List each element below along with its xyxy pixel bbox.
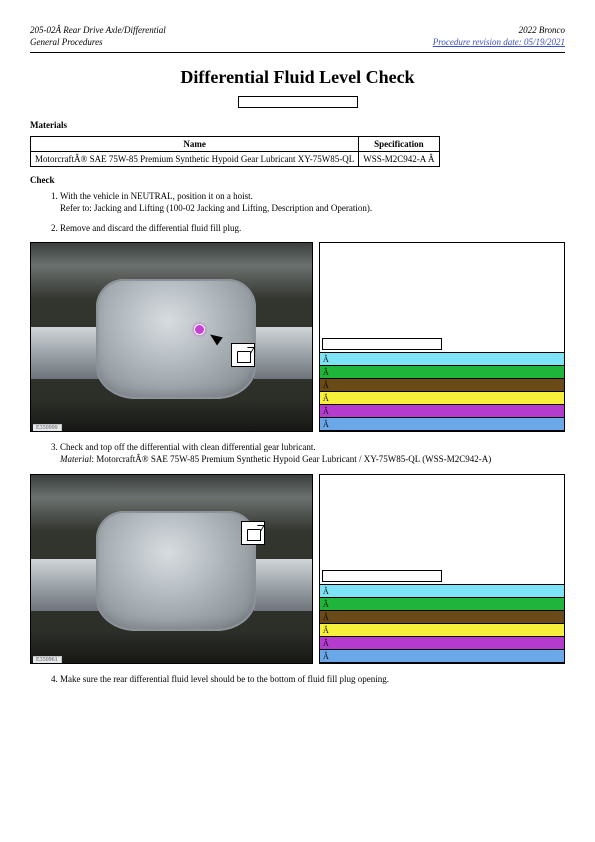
- step-3-material-label: Material: [60, 454, 92, 464]
- revision-date-link[interactable]: Procedure revision date: 05/19/2021: [433, 37, 565, 47]
- differential-housing: [96, 279, 256, 399]
- material-name: MotorcraftÂ® SAE 75W-85 Premium Syntheti…: [31, 152, 359, 167]
- materials-heading: Materials: [30, 120, 565, 130]
- differential-diagram-1: E350999: [30, 242, 313, 432]
- color-stripes: Â Â Â Â Â Â: [320, 352, 564, 431]
- stripe-3: Â: [320, 611, 564, 624]
- shadow: [31, 399, 312, 431]
- axle-left: [31, 559, 103, 611]
- step-2: Remove and discard the differential flui…: [60, 223, 565, 235]
- stripe-2: Â: [320, 598, 564, 611]
- figure-id-1: E350999: [33, 424, 62, 431]
- col-name: Name: [31, 137, 359, 152]
- legend-panel-1: Â Â Â Â Â Â: [319, 242, 565, 432]
- differential-housing: [96, 511, 256, 631]
- figure-row-1: E350999 Â Â Â Â Â Â: [30, 242, 565, 432]
- step-1: With the vehicle in NEUTRAL, position it…: [60, 191, 565, 214]
- stripe-5: Â: [320, 637, 564, 650]
- steps-list-cont: Check and top off the differential with …: [30, 442, 565, 465]
- page-root: 205-02Â Rear Drive Axle/Differential Gen…: [0, 0, 595, 719]
- stripe-5: Â: [320, 405, 564, 418]
- fill-icon: [241, 521, 265, 545]
- axle-right: [254, 559, 312, 611]
- legend-panel-2: Â Â Â Â Â Â: [319, 474, 565, 664]
- header-section-id: 205-02Â Rear Drive Axle/Differential: [30, 25, 166, 37]
- material-spec: WSS-M2C942-A Â: [359, 152, 439, 167]
- differential-diagram-2: E350961: [30, 474, 313, 664]
- steps-list-cont2: Make sure the rear differential fluid le…: [30, 674, 565, 686]
- color-stripes: Â Â Â Â Â Â: [320, 584, 564, 663]
- stripe-1: Â: [320, 585, 564, 598]
- axle-right: [254, 327, 312, 379]
- step-1-text: With the vehicle in NEUTRAL, position it…: [60, 191, 253, 201]
- materials-table: Name Specification MotorcraftÂ® SAE 75W-…: [30, 136, 440, 167]
- step-3-material-rest: : MotorcraftÂ® SAE 75W-85 Premium Synthe…: [92, 454, 492, 464]
- page-header: 205-02Â Rear Drive Axle/Differential Gen…: [30, 25, 565, 53]
- stripe-1: Â: [320, 353, 564, 366]
- discard-icon: [231, 343, 255, 367]
- legend-blank-box: [322, 338, 442, 350]
- stripe-4: Â: [320, 392, 564, 405]
- table-row: MotorcraftÂ® SAE 75W-85 Premium Syntheti…: [31, 152, 440, 167]
- header-doc-type: General Procedures: [30, 37, 166, 49]
- step-4: Make sure the rear differential fluid le…: [60, 674, 565, 686]
- title-blank-box: [238, 96, 358, 108]
- figure-id-2: E350961: [33, 656, 62, 663]
- stripe-6: Â: [320, 650, 564, 663]
- step-1-refer: Refer to: Jacking and Lifting (100-02 Ja…: [60, 203, 372, 213]
- stripe-2: Â: [320, 366, 564, 379]
- stripe-6: Â: [320, 418, 564, 431]
- col-spec: Specification: [359, 137, 439, 152]
- steps-list: With the vehicle in NEUTRAL, position it…: [30, 191, 565, 234]
- header-left: 205-02Â Rear Drive Axle/Differential Gen…: [30, 25, 166, 48]
- legend-blank-box: [322, 570, 442, 582]
- shadow: [31, 631, 312, 663]
- check-heading: Check: [30, 175, 565, 185]
- header-vehicle: 2022 Bronco: [433, 25, 565, 37]
- axle-left: [31, 327, 103, 379]
- page-title: Differential Fluid Level Check: [30, 67, 565, 88]
- stripe-3: Â: [320, 379, 564, 392]
- step-3-text: Check and top off the differential with …: [60, 442, 316, 452]
- stripe-4: Â: [320, 624, 564, 637]
- header-right: 2022 Bronco Procedure revision date: 05/…: [433, 25, 565, 48]
- step-3: Check and top off the differential with …: [60, 442, 565, 465]
- figure-row-2: E350961 Â Â Â Â Â Â: [30, 474, 565, 664]
